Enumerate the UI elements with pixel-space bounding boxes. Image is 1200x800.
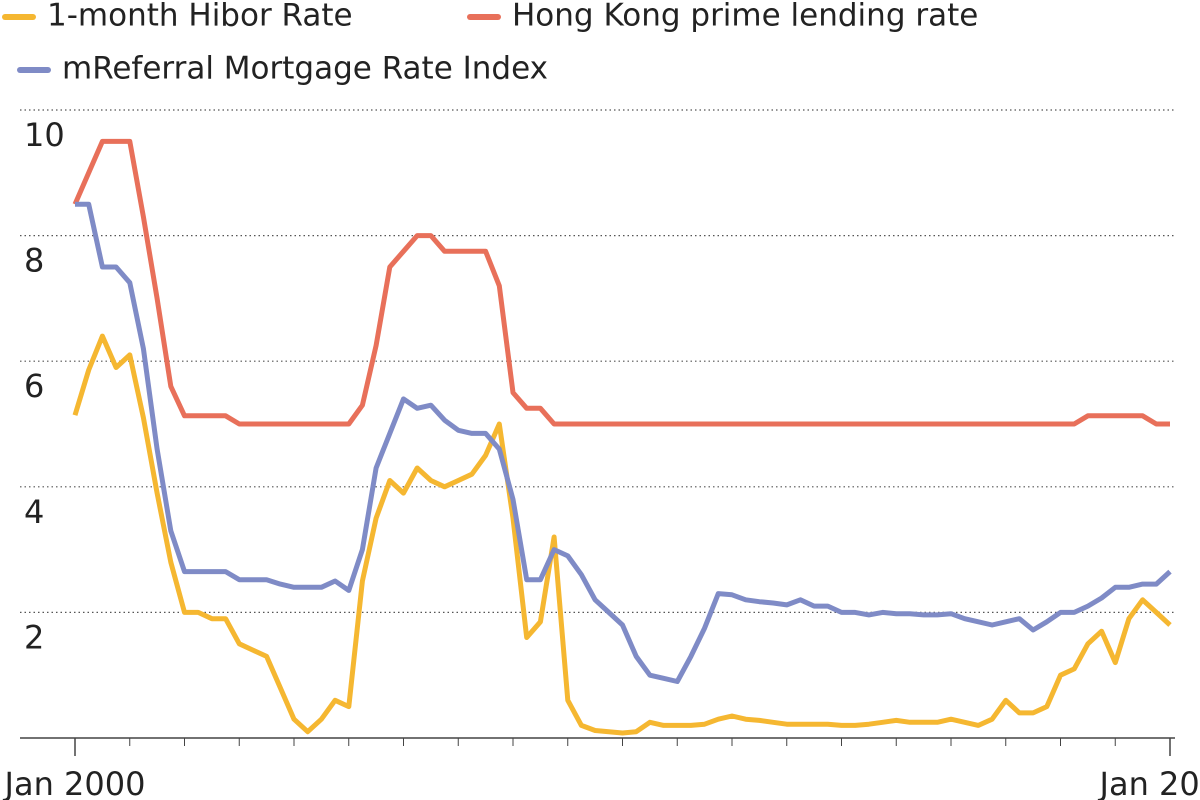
y-tick-label: 2 xyxy=(24,618,44,656)
legend-label: Hong Kong prime lending rate xyxy=(512,0,978,34)
y-tick-label: 6 xyxy=(24,367,44,405)
series-line xyxy=(72,333,1172,736)
legend-label: mReferral Mortgage Rate Index xyxy=(62,51,548,87)
legend-label: 1-month Hibor Rate xyxy=(47,0,353,34)
series-line xyxy=(75,201,1172,684)
y-tick-label: 4 xyxy=(24,493,44,531)
y-tick-label: 10 xyxy=(24,116,65,154)
x-tick-label: Jan 2020 xyxy=(1098,765,1200,800)
x-tick-label: Jan 2000 xyxy=(3,765,146,800)
series-line xyxy=(72,138,1170,427)
y-tick-label: 8 xyxy=(24,242,44,280)
